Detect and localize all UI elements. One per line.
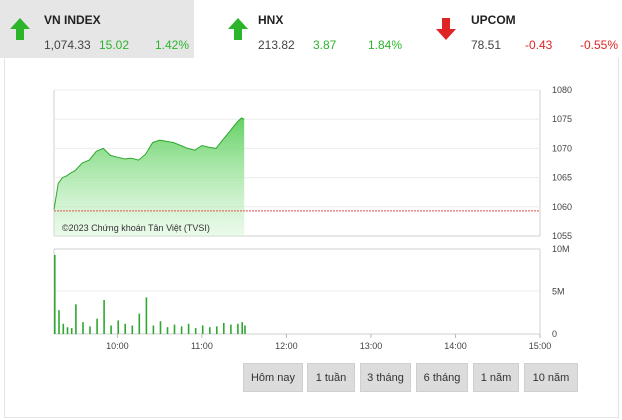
volume-bar — [58, 310, 60, 334]
x-tick-label: 11:00 — [191, 341, 213, 351]
index-name: HNX — [258, 13, 284, 27]
period-button-today[interactable]: Hôm nay — [243, 363, 303, 392]
volume-bar — [230, 324, 232, 334]
x-tick-label: 15:00 — [529, 341, 552, 351]
volume-bar — [75, 304, 77, 335]
index-name: VN INDEX — [44, 13, 101, 27]
arrow-up-icon — [10, 18, 30, 40]
volume-bar — [166, 327, 169, 334]
volume-bar — [237, 323, 239, 334]
volume-bar — [201, 325, 204, 334]
volume-bar — [244, 325, 246, 334]
index-chart: 1080 1075 1070 1065 1060 1055 ©2023 Chứng kho… — [53, 85, 572, 351]
y-tick-label: 1075 — [552, 114, 572, 124]
price-area — [54, 118, 245, 236]
arrow-down-icon — [436, 18, 456, 40]
period-button-10-years[interactable]: 10 năm — [524, 363, 578, 392]
index-name: UPCOM — [471, 13, 516, 27]
volume-tick-label: 5M — [552, 287, 565, 297]
y-tick-label: 1055 — [552, 231, 572, 241]
index-price: 78.51 — [471, 38, 502, 52]
volume-bar — [216, 326, 218, 334]
volume-bar — [54, 254, 56, 334]
volume-bar — [159, 321, 162, 335]
x-tick-label: 10:00 — [106, 341, 129, 351]
tab-vn-index[interactable]: VN INDEX 1,074.33 15.02 1.42% — [0, 0, 194, 58]
volume-bar — [194, 328, 197, 334]
volume-tick-label: 10M — [552, 244, 570, 254]
volume-bar — [124, 323, 126, 334]
index-tabs: VN INDEX 1,074.33 15.02 1.42% HNX 213.82… — [0, 0, 622, 58]
period-button-1-week[interactable]: 1 tuần — [307, 363, 355, 392]
x-tick-label: 12:00 — [275, 341, 298, 351]
volume-bar — [223, 322, 225, 334]
volume-bar — [241, 322, 243, 334]
x-tick-label: 13:00 — [360, 341, 383, 351]
volume-bar — [180, 326, 183, 334]
index-percent: 1.84% — [368, 38, 403, 52]
index-change: 3.87 — [313, 38, 337, 52]
volume-bar — [70, 328, 73, 334]
period-button-1-year[interactable]: 1 năm — [473, 363, 519, 392]
index-price: 213.82 — [258, 38, 295, 52]
volume-bar — [117, 320, 119, 334]
tab-hnx[interactable]: HNX 213.82 3.87 1.84% — [218, 0, 408, 58]
volume-bar — [89, 326, 91, 334]
period-button-3-months[interactable]: 3 tháng — [360, 363, 411, 392]
volume-tick-label: 0 — [552, 329, 557, 339]
chart-panel — [4, 58, 619, 418]
volume-bar — [82, 322, 84, 334]
y-tick-label: 1080 — [552, 85, 572, 95]
tab-upcom[interactable]: UPCOM 78.51 -0.43 -0.55% — [426, 0, 622, 58]
copyright-text: ©2023 Chứng khoán Tân Việt (TVSI) — [62, 223, 210, 233]
volume-bar — [110, 325, 112, 334]
x-tick-label: 14:00 — [444, 341, 467, 351]
period-button-6-months[interactable]: 6 tháng — [416, 363, 468, 392]
arrow-up-icon — [228, 18, 248, 40]
index-percent: 1.42% — [155, 38, 190, 52]
volume-bar — [62, 323, 65, 334]
volume-bar — [66, 327, 69, 334]
y-tick-label: 1065 — [552, 173, 572, 183]
volume-bar — [152, 325, 155, 334]
volume-bar — [103, 300, 105, 334]
index-change: 15.02 — [99, 38, 130, 52]
volume-bar — [96, 318, 98, 334]
volume-bar — [173, 324, 176, 334]
index-percent: -0.55% — [580, 38, 619, 52]
price-line — [53, 117, 245, 210]
volume-bar — [138, 313, 141, 334]
volume-bar — [145, 297, 148, 334]
volume-bar — [209, 327, 211, 334]
volume-bar — [131, 325, 134, 334]
y-tick-label: 1060 — [552, 202, 572, 212]
y-tick-label: 1070 — [552, 143, 572, 153]
volume-bar — [187, 323, 190, 334]
index-price: 1,074.33 — [44, 38, 91, 52]
index-change: -0.43 — [525, 38, 553, 52]
